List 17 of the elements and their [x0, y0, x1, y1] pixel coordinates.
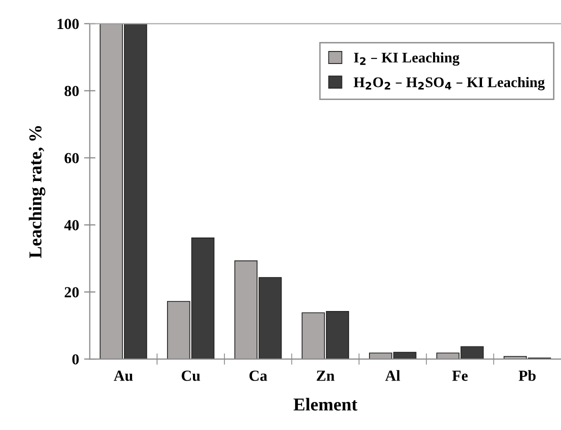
x-tick-label: Cu — [182, 370, 200, 381]
x-axis-title: Element — [294, 398, 358, 411]
x-tick-label: Ca — [249, 370, 268, 381]
y-tick-label: 0 — [72, 354, 79, 364]
x-tick-label: Pb — [518, 370, 536, 381]
legend-label: I$_{2}$ – KI Leaching — [354, 52, 460, 66]
y-tick-label: 20 — [64, 287, 79, 298]
x-tick-label: Au — [114, 370, 133, 381]
y-axis-title: Leaching rate, % — [28, 126, 46, 258]
x-tick-label: Fe — [452, 370, 468, 381]
y-tick-label: 80 — [64, 86, 79, 96]
y-tick-label: 40 — [64, 220, 79, 230]
x-tick-label: Zn — [316, 370, 334, 381]
y-tick-label: 60 — [64, 152, 79, 164]
y-tick-label: 100 — [58, 18, 79, 30]
x-tick-label: Al — [385, 370, 400, 381]
text: H$_{2}$O$_{2}$ – H$_{2}$SO$_{4}$ – KI Leaching — [354, 76, 545, 90]
